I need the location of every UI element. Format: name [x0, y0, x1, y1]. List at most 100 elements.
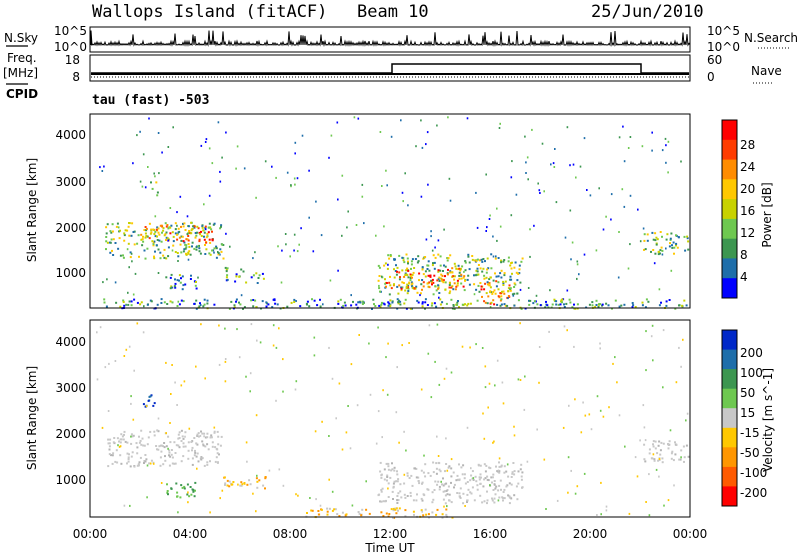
velocity-cell — [187, 491, 189, 494]
velocity-cell — [380, 476, 383, 479]
velocity-cell — [146, 443, 149, 446]
power-cell — [407, 260, 409, 263]
velocity-cell — [628, 512, 631, 515]
power-cell — [675, 242, 678, 245]
velocity-cell — [144, 405, 147, 408]
power-cell — [487, 295, 490, 298]
power-cell — [294, 141, 297, 144]
velocity-cell — [432, 471, 435, 474]
velocity-cell — [209, 436, 212, 439]
power-cell — [300, 227, 302, 230]
power-cell — [452, 304, 455, 306]
power-cell — [589, 194, 592, 197]
power-cell — [444, 265, 447, 268]
power-cell — [233, 304, 236, 307]
power-cell — [388, 281, 391, 284]
power-cell — [642, 227, 645, 230]
velocity-cell — [492, 473, 495, 476]
power-cell — [220, 250, 223, 253]
velocity-cell — [130, 435, 132, 438]
velocity-cell — [128, 453, 130, 456]
power-cell — [235, 167, 237, 170]
power-cell — [255, 196, 257, 199]
velocity-cell — [614, 356, 616, 359]
power-cell — [661, 249, 664, 252]
velocity-cell — [149, 462, 152, 465]
power-cell — [187, 232, 190, 234]
power-cell — [190, 229, 193, 232]
velocity-cell — [224, 360, 227, 363]
power-cell — [510, 214, 513, 217]
power-cell — [517, 272, 520, 275]
velocity-cell — [652, 440, 655, 443]
velocity-cell — [249, 390, 251, 393]
power-cell — [163, 301, 166, 304]
velocity-cell — [214, 460, 217, 463]
nave-trace — [91, 63, 689, 74]
power-cell — [444, 275, 446, 278]
velocity-cell — [526, 460, 529, 463]
velocity-cell — [216, 452, 219, 455]
power-cell — [486, 268, 489, 271]
velocity-cell — [686, 412, 689, 415]
power-cell — [458, 271, 461, 274]
power-cell — [158, 172, 160, 175]
power-cell — [140, 238, 143, 241]
velocity-cell — [680, 365, 682, 368]
velocity-cell — [144, 460, 147, 463]
velocity-cell — [258, 479, 261, 482]
power-cell — [194, 236, 197, 239]
power-cell — [337, 198, 339, 201]
velocity-cell — [347, 405, 349, 407]
velocity-cell — [146, 496, 148, 499]
power-cell — [671, 244, 673, 247]
power-cell — [484, 282, 487, 285]
power-cell — [177, 260, 179, 262]
x-tick-2000: 20:00 — [573, 527, 608, 541]
velocity-cell — [431, 501, 434, 504]
power-cell — [456, 284, 459, 287]
power-cell — [204, 226, 207, 229]
velocity-cell — [349, 447, 352, 450]
power-cell — [156, 239, 159, 241]
velocity-cell — [379, 470, 382, 473]
power-cell — [446, 273, 449, 276]
power-cell — [555, 201, 558, 204]
velocity-cell — [334, 508, 337, 511]
power-cell — [422, 257, 425, 260]
power-cell — [122, 299, 125, 302]
velocity-cell — [424, 508, 427, 511]
power-cell — [353, 116, 356, 119]
power-cell — [421, 302, 424, 305]
power-cell — [578, 273, 580, 276]
power-cell — [468, 283, 471, 286]
velocity-cell — [99, 326, 102, 329]
velocity-cell — [169, 441, 172, 444]
velocity-cell — [178, 431, 181, 434]
velocity-cell — [165, 445, 168, 448]
velocity-cell — [438, 488, 441, 491]
velocity-cell — [206, 432, 209, 435]
power-cell — [483, 300, 486, 303]
power-cell — [385, 285, 387, 288]
velocity-cell — [472, 477, 475, 480]
velocity-cell — [605, 505, 608, 508]
velocity-cell — [183, 487, 186, 490]
power-cell — [176, 305, 179, 307]
velocity-cell — [224, 483, 226, 486]
velocity-cell — [421, 510, 423, 513]
power-cell — [211, 249, 214, 252]
power-cell — [140, 233, 143, 236]
power-cell — [199, 252, 202, 255]
power-cell — [424, 270, 427, 273]
power-cell — [432, 254, 435, 257]
power-cell — [576, 260, 579, 263]
power-cell — [553, 299, 556, 302]
power-cell — [406, 283, 409, 286]
power-cell — [566, 126, 569, 129]
power-cell — [157, 132, 160, 134]
power-cell — [510, 278, 513, 281]
velocity-cell — [678, 458, 681, 461]
velocity-cell — [438, 462, 441, 465]
power-cell — [457, 268, 460, 271]
